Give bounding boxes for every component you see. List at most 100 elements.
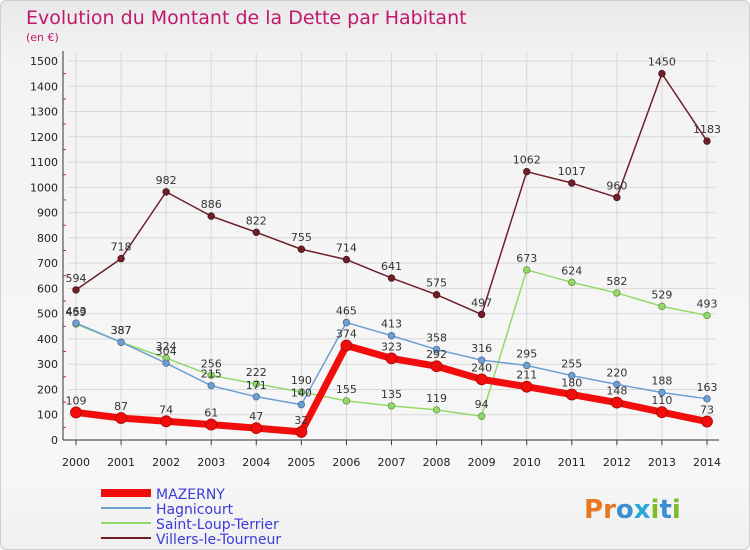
y-tick-label: 500 (37, 308, 58, 321)
data-labels: 594 718 982 886 822 755 714 641 575 497 1062 1017 96… (66, 56, 722, 427)
data-label: 529 (651, 288, 672, 301)
data-point (387, 331, 396, 340)
data-label: 960 (606, 179, 627, 192)
data-point (520, 380, 533, 393)
data-point (72, 319, 80, 327)
y-tick-label: 600 (37, 282, 58, 295)
data-label: 324 (156, 340, 177, 353)
x-tick-label: 2005 (287, 456, 315, 469)
data-label: 323 (381, 340, 402, 353)
data-point (162, 188, 170, 196)
data-label: 358 (426, 332, 447, 345)
x-tick-label: 2002 (152, 456, 180, 469)
data-label: 148 (606, 385, 627, 398)
x-tick-label: 2009 (468, 456, 496, 469)
data-label: 119 (426, 392, 447, 405)
data-label: 292 (426, 348, 447, 361)
data-label: 374 (336, 328, 357, 341)
y-tick-label: 400 (37, 333, 58, 346)
x-tick-label: 2004 (242, 456, 270, 469)
data-label: 886 (201, 198, 222, 211)
data-label: 624 (561, 264, 582, 277)
data-point (523, 266, 531, 274)
y-tick-label: 900 (37, 207, 58, 220)
chart-title: Evolution du Montant de la Dette par Hab… (26, 7, 467, 29)
data-label: 493 (697, 297, 718, 310)
data-label: 497 (471, 296, 492, 309)
data-point (430, 360, 443, 373)
data-label: 222 (246, 366, 267, 379)
data-point (342, 318, 351, 327)
y-tick-label: 0 (51, 434, 58, 447)
data-point (385, 352, 398, 365)
data-label: 463 (66, 305, 87, 318)
data-label: 155 (336, 383, 357, 396)
x-tick-label: 2006 (332, 456, 360, 469)
data-label: 982 (156, 174, 177, 187)
y-tick-label: 100 (37, 409, 58, 422)
data-label: 256 (201, 357, 222, 370)
data-point (207, 212, 215, 220)
y-tick-label: 700 (37, 257, 58, 270)
x-tick-label: 2003 (197, 456, 225, 469)
data-label: 61 (204, 407, 218, 420)
y-tick-label: 800 (37, 232, 58, 245)
svg-text:Proxiti: Proxiti (584, 495, 681, 525)
y-tick-label: 1400 (30, 80, 58, 93)
data-point (340, 339, 353, 352)
data-point (477, 310, 486, 319)
data-point (117, 254, 125, 263)
data-point (297, 245, 306, 253)
data-label: 109 (66, 394, 87, 407)
data-label: 465 (336, 305, 357, 318)
data-label: 135 (381, 388, 402, 401)
series-hagnicourt (72, 318, 711, 409)
data-label: 387 (111, 324, 132, 337)
y-tick-label: 1100 (30, 156, 58, 169)
x-tick-label: 2007 (378, 456, 406, 469)
x-tick-label: 2012 (603, 456, 631, 469)
data-point (252, 380, 260, 388)
data-point (658, 69, 666, 78)
data-label: 188 (651, 374, 672, 387)
data-point (658, 302, 666, 311)
data-label: 140 (291, 387, 312, 400)
data-point (252, 228, 260, 237)
data-label: 220 (606, 366, 627, 379)
data-label: 316 (471, 342, 492, 355)
data-label: 304 (156, 345, 177, 358)
data-label: 1062 (513, 154, 541, 167)
x-tick-label: 2011 (558, 456, 586, 469)
data-point (252, 393, 260, 401)
data-point (523, 167, 531, 176)
x-tick-label: 2014 (693, 456, 721, 469)
x-tick-label: 2000 (62, 456, 90, 469)
data-point (387, 274, 396, 282)
legend-label: Villers-le-Tourneur (156, 532, 281, 548)
x-tick-label: 2010 (513, 456, 541, 469)
y-tick-label: 1000 (30, 181, 58, 194)
legend-item: Saint-Loup-Terrier (101, 517, 279, 533)
y-tick-label: 300 (37, 358, 58, 371)
data-point (701, 415, 713, 428)
data-label: 822 (246, 214, 267, 227)
data-point (115, 412, 127, 424)
data-point (703, 311, 711, 320)
data-point (342, 397, 351, 405)
data-point (432, 345, 441, 354)
data-point (70, 406, 82, 419)
data-point (387, 402, 396, 410)
data-label: 110 (651, 394, 672, 407)
data-label: 240 (471, 361, 492, 374)
y-tick-label: 1200 (30, 131, 58, 144)
legend-item: Villers-le-Tourneur (101, 532, 281, 548)
legend-label: Saint-Loup-Terrier (156, 517, 279, 533)
data-label: 32 (294, 414, 308, 427)
data-label: 641 (381, 260, 402, 273)
data-point (297, 388, 306, 396)
data-point (613, 380, 621, 389)
y-tick-label: 1300 (30, 106, 58, 119)
legend-label: MAZERNY (156, 487, 225, 503)
